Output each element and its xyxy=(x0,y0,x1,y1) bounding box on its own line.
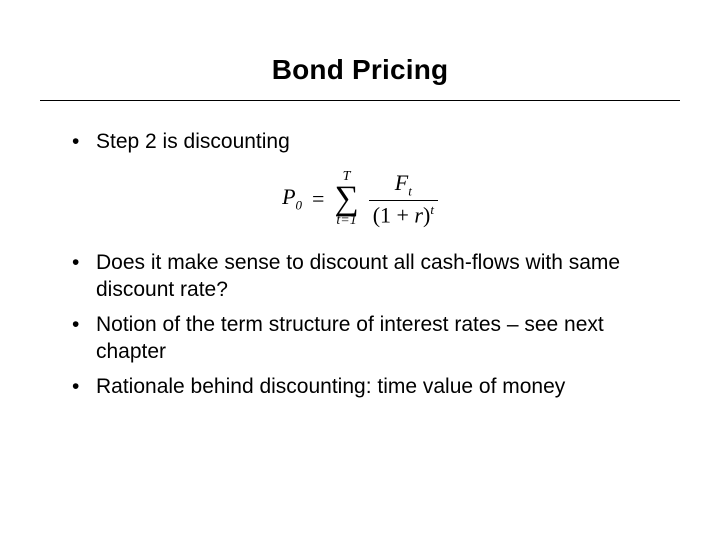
formula-equals: = xyxy=(312,186,324,212)
formula-lhs: P0 xyxy=(282,184,302,213)
formula-lhs-var: P xyxy=(282,184,295,209)
bullet-item: Does it make sense to discount all cash-… xyxy=(68,250,652,304)
bullet-item: Rationale behind discounting: time value… xyxy=(68,374,652,401)
title-region: Bond Pricing xyxy=(0,0,720,86)
fraction-numerator: Ft xyxy=(391,171,416,198)
slide-title: Bond Pricing xyxy=(40,54,680,86)
fraction-denominator: (1 + r)t xyxy=(369,203,438,226)
summation-lower-limit: t=1 xyxy=(336,214,356,228)
discounting-formula: P0 = T ∑ t=1 Ft (1 + r)t xyxy=(282,170,438,229)
slide: Bond Pricing Step 2 is discounting P0 = … xyxy=(0,0,720,540)
fraction: Ft (1 + r)t xyxy=(369,171,438,226)
bullet-item: Step 2 is discounting xyxy=(68,129,652,156)
formula-region: P0 = T ∑ t=1 Ft (1 + r)t xyxy=(68,170,652,229)
bullet-list-bottom: Does it make sense to discount all cash-… xyxy=(68,250,652,400)
formula-lhs-sub: 0 xyxy=(296,198,303,213)
bullet-item: Notion of the term structure of interest… xyxy=(68,312,652,366)
bullet-list-top: Step 2 is discounting xyxy=(68,129,652,156)
slide-body: Step 2 is discounting P0 = T ∑ t=1 Ft xyxy=(0,101,720,401)
fraction-bar xyxy=(369,200,438,201)
sigma-icon: ∑ xyxy=(334,184,358,215)
summation-block: T ∑ t=1 xyxy=(334,170,358,229)
